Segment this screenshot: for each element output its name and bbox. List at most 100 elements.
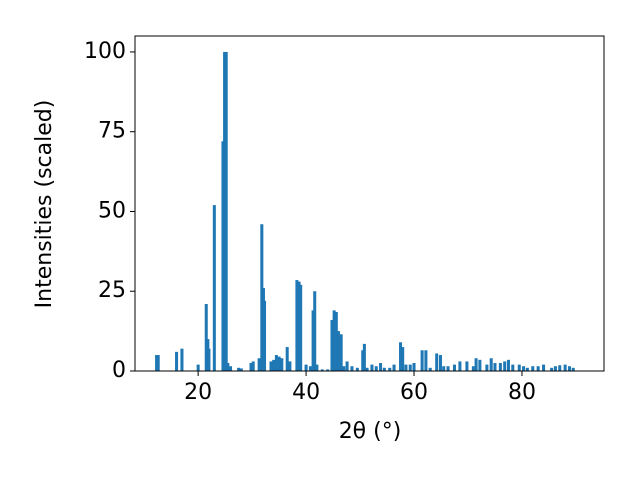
bar: [237, 367, 241, 371]
bar: [345, 361, 349, 371]
bar: [465, 361, 469, 371]
y-tick-label: 100: [84, 39, 126, 64]
bar: [452, 364, 457, 371]
bar: [257, 358, 261, 371]
bar: [260, 224, 264, 371]
bar: [374, 366, 378, 371]
bar: [326, 369, 330, 371]
bar: [571, 367, 575, 371]
bar: [550, 367, 554, 371]
bar: [399, 342, 403, 371]
bar: [207, 348, 211, 371]
bar: [355, 367, 359, 371]
bar: [196, 364, 200, 371]
bar: [506, 359, 510, 371]
bar: [315, 364, 319, 371]
y-tick-label: 0: [112, 358, 126, 383]
bar: [274, 355, 278, 371]
bar: [226, 363, 230, 371]
bar: [224, 51, 228, 371]
bar: [498, 363, 502, 371]
bar: [442, 366, 446, 371]
bar: [446, 366, 450, 371]
bar: [223, 51, 227, 371]
bar: [229, 366, 233, 371]
bar: [536, 366, 540, 371]
bar: [379, 363, 383, 371]
bar: [251, 361, 255, 371]
bar: [330, 319, 334, 371]
bar: [221, 141, 225, 371]
bar: [531, 366, 535, 371]
bar: [382, 367, 386, 371]
bar: [474, 358, 478, 371]
bar: [280, 358, 284, 371]
bar: [563, 364, 567, 371]
bar: [420, 350, 424, 371]
bar: [365, 367, 369, 371]
bar: [239, 368, 243, 371]
x-tick-label: 20: [184, 380, 212, 405]
bar: [313, 291, 317, 371]
bar: [272, 359, 276, 371]
bar: [342, 366, 346, 371]
bar: [311, 310, 315, 371]
bar: [558, 365, 562, 371]
bar: [388, 367, 392, 371]
bar: [204, 304, 208, 371]
bar: [485, 364, 489, 371]
bar: [489, 358, 493, 371]
bar: [263, 300, 267, 371]
bar: [362, 343, 366, 371]
bar: [304, 364, 308, 371]
bar: [299, 284, 303, 371]
bar: [320, 369, 324, 371]
bar: [471, 366, 475, 371]
bar: [503, 361, 507, 371]
bar: [175, 351, 179, 371]
bar: [361, 350, 365, 371]
bar: [408, 364, 412, 371]
y-tick-label: 50: [98, 198, 126, 223]
x-tick-label: 40: [292, 380, 320, 405]
x-tick-label: 60: [400, 380, 428, 405]
bar: [424, 350, 428, 371]
bar: [412, 363, 416, 371]
bar: [334, 311, 338, 371]
bar: [401, 347, 405, 371]
bar: [404, 364, 408, 371]
plot-frame: [134, 35, 605, 372]
y-tick-label: 75: [98, 119, 126, 144]
bar: [339, 334, 343, 371]
bar: [269, 361, 273, 371]
y-tick-label: 25: [98, 278, 126, 303]
bar: [370, 364, 374, 371]
bar: [567, 366, 571, 371]
bar: [438, 355, 442, 371]
bar: [308, 366, 312, 371]
y-axis-label: Intensities (scaled): [32, 100, 57, 309]
bar: [522, 366, 526, 371]
bar: [295, 280, 299, 371]
bar: [332, 310, 336, 371]
x-tick-label: 80: [508, 380, 536, 405]
bar: [249, 363, 253, 371]
bar: [180, 348, 184, 371]
bar: [350, 366, 354, 371]
bar: [458, 361, 462, 371]
x-axis-label: 2θ (°): [339, 419, 402, 444]
bar: [525, 367, 529, 371]
bar: [517, 364, 521, 371]
bar: [428, 367, 432, 371]
bar: [478, 359, 482, 371]
bar: [392, 364, 396, 371]
bar: [212, 205, 216, 371]
bar: [336, 331, 340, 371]
bar: [155, 355, 159, 371]
bar: [156, 355, 160, 371]
bar: [285, 347, 289, 371]
bar: [542, 364, 546, 371]
bar: [288, 361, 292, 371]
bar: [553, 366, 557, 371]
